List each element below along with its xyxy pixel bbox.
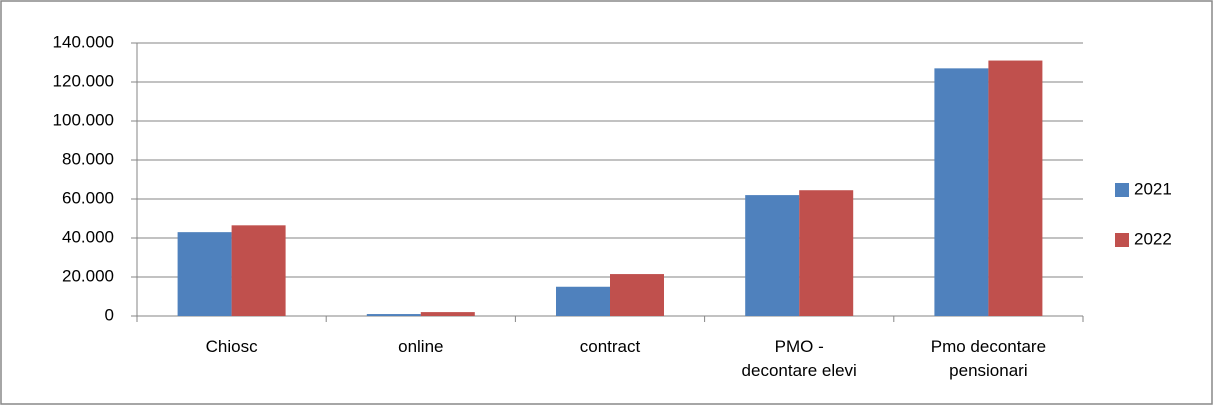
y-tick-label: 20.000 <box>62 266 114 285</box>
y-tick-label: 80.000 <box>62 149 114 168</box>
legend-swatch <box>1115 233 1129 247</box>
bar <box>610 274 664 316</box>
y-tick-label: 140.000 <box>53 32 114 51</box>
y-tick-label: 120.000 <box>53 71 114 90</box>
legend-label: 2021 <box>1134 179 1172 198</box>
x-tick-label: Chiosc <box>205 337 258 356</box>
bar <box>745 195 800 316</box>
legend-label: 2022 <box>1134 229 1172 248</box>
x-tick-label: online <box>398 337 444 356</box>
x-tick-label: contract <box>579 337 641 356</box>
x-tick-label: Pmo decontare pensionari <box>930 337 1047 380</box>
y-tick-label: 40.000 <box>62 227 114 246</box>
bar <box>988 60 1043 316</box>
y-tick-label: 0 <box>105 305 114 324</box>
y-tick-label: 100.000 <box>53 110 114 129</box>
bar <box>231 225 286 316</box>
bar <box>556 286 610 316</box>
bar <box>799 190 854 316</box>
bar <box>366 314 421 316</box>
legend-swatch <box>1115 183 1129 197</box>
y-tick-label: 60.000 <box>62 188 114 207</box>
bar <box>177 232 232 316</box>
bar <box>934 68 989 316</box>
bar <box>420 312 475 316</box>
x-tick-label: PMO - decontare elevi <box>741 337 857 380</box>
